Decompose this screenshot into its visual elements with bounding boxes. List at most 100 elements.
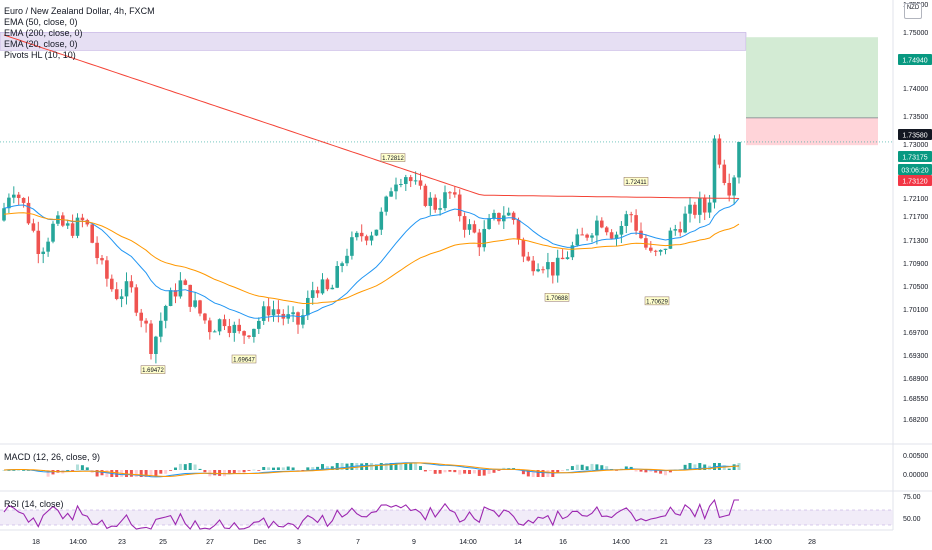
candle-body[interactable] — [208, 320, 212, 333]
candle-body[interactable] — [75, 217, 80, 236]
candle-body[interactable] — [384, 196, 388, 212]
candle-body[interactable] — [70, 223, 75, 236]
candle-body[interactable] — [296, 312, 300, 325]
candle-body[interactable] — [497, 212, 501, 222]
candle-body[interactable] — [90, 224, 94, 243]
candle-body[interactable] — [276, 309, 281, 314]
candle-body[interactable] — [310, 290, 315, 298]
candle-body[interactable] — [707, 202, 712, 213]
candle-body[interactable] — [521, 239, 526, 257]
candle-body[interactable] — [36, 230, 41, 254]
candle-body[interactable] — [203, 313, 207, 321]
candle-body[interactable] — [139, 312, 143, 321]
candle-body[interactable] — [183, 280, 188, 285]
target-zone[interactable] — [746, 37, 878, 118]
candle-body[interactable] — [541, 269, 545, 271]
candle-body[interactable] — [462, 216, 467, 230]
candle-body[interactable] — [105, 260, 109, 279]
candle-body[interactable] — [658, 249, 663, 252]
candle-body[interactable] — [100, 258, 104, 261]
candle-body[interactable] — [188, 284, 192, 307]
candle-body[interactable] — [119, 296, 124, 299]
candle-body[interactable] — [717, 138, 722, 165]
candle-body[interactable] — [379, 211, 384, 230]
indicator-ema-50[interactable]: EMA (50, close, 0) — [4, 17, 78, 27]
candle-body[interactable] — [457, 194, 462, 217]
candle-body[interactable] — [555, 257, 560, 276]
candle-body[interactable] — [374, 229, 379, 236]
candle-body[interactable] — [159, 320, 163, 337]
pivot-label[interactable]: 1.69472 — [140, 365, 166, 375]
candle-body[interactable] — [369, 235, 374, 241]
candle-body[interactable] — [330, 287, 335, 290]
pivot-label[interactable]: 1.70629 — [644, 296, 670, 306]
candle-body[interactable] — [355, 232, 359, 238]
candle-body[interactable] — [399, 184, 403, 186]
candle-body[interactable] — [536, 269, 540, 272]
candle-body[interactable] — [242, 331, 246, 336]
candle-body[interactable] — [350, 237, 354, 256]
candle-body[interactable] — [404, 177, 408, 185]
macd-signal-line[interactable] — [3, 462, 740, 478]
candle-body[interactable] — [340, 263, 344, 266]
candle-body[interactable] — [634, 215, 638, 231]
candle-body[interactable] — [575, 234, 580, 246]
candle-body[interactable] — [722, 164, 727, 183]
candle-body[interactable] — [516, 219, 521, 240]
candle-body[interactable] — [629, 214, 633, 216]
candle-body[interactable] — [65, 223, 70, 226]
price-tag[interactable]: 1.73580 — [898, 129, 932, 140]
candle-body[interactable] — [320, 279, 325, 294]
candle-body[interactable] — [712, 138, 717, 203]
candle-body[interactable] — [144, 320, 148, 324]
price-tag[interactable]: 03:06:20 — [898, 164, 932, 175]
pivot-label[interactable]: 1.72411 — [623, 177, 649, 186]
pivot-label[interactable]: 1.69647 — [231, 354, 257, 364]
candle-body[interactable] — [565, 257, 570, 260]
candle-body[interactable] — [2, 208, 6, 221]
price-tag[interactable]: 1.73120 — [898, 175, 932, 186]
candle-body[interactable] — [511, 212, 516, 220]
candle-body[interactable] — [51, 223, 55, 242]
candle-body[interactable] — [487, 218, 491, 229]
candle-body[interactable] — [301, 315, 305, 325]
candle-body[interactable] — [335, 265, 339, 288]
pivot-label[interactable]: 1.70688 — [544, 293, 570, 302]
candle-body[interactable] — [134, 287, 139, 313]
candle-body[interactable] — [649, 247, 653, 251]
candle-body[interactable] — [217, 319, 222, 332]
candle-body[interactable] — [16, 194, 21, 198]
candle-body[interactable] — [453, 192, 457, 195]
candle-body[interactable] — [595, 220, 599, 236]
candle-body[interactable] — [492, 212, 496, 219]
candle-body[interactable] — [624, 214, 629, 226]
candle-body[interactable] — [21, 197, 26, 203]
candle-body[interactable] — [443, 192, 447, 209]
candle-body[interactable] — [257, 320, 261, 329]
candle-body[interactable] — [448, 192, 452, 194]
candle-body[interactable] — [61, 215, 65, 226]
candle-body[interactable] — [560, 257, 565, 260]
candle-body[interactable] — [227, 326, 232, 333]
candle-body[interactable] — [41, 251, 45, 254]
candle-body[interactable] — [306, 297, 310, 316]
candle-body[interactable] — [639, 230, 643, 239]
macd-legend[interactable]: MACD (12, 26, close, 9) — [4, 452, 101, 462]
candle-body[interactable] — [173, 290, 178, 297]
candle-body[interactable] — [585, 234, 589, 238]
candle-body[interactable] — [261, 306, 266, 321]
candle-body[interactable] — [212, 331, 217, 333]
candle-body[interactable] — [237, 324, 241, 332]
candle-body[interactable] — [477, 232, 482, 248]
candle-body[interactable] — [526, 256, 531, 261]
candle-body[interactable] — [423, 185, 428, 206]
candle-body[interactable] — [531, 260, 535, 272]
candle-body[interactable] — [359, 232, 364, 237]
candle-body[interactable] — [291, 312, 295, 315]
ema-50-line[interactable] — [3, 212, 740, 304]
rsi-legend[interactable]: RSI (14, close) — [4, 499, 64, 509]
candle-body[interactable] — [433, 197, 437, 210]
candle-body[interactable] — [472, 224, 477, 233]
